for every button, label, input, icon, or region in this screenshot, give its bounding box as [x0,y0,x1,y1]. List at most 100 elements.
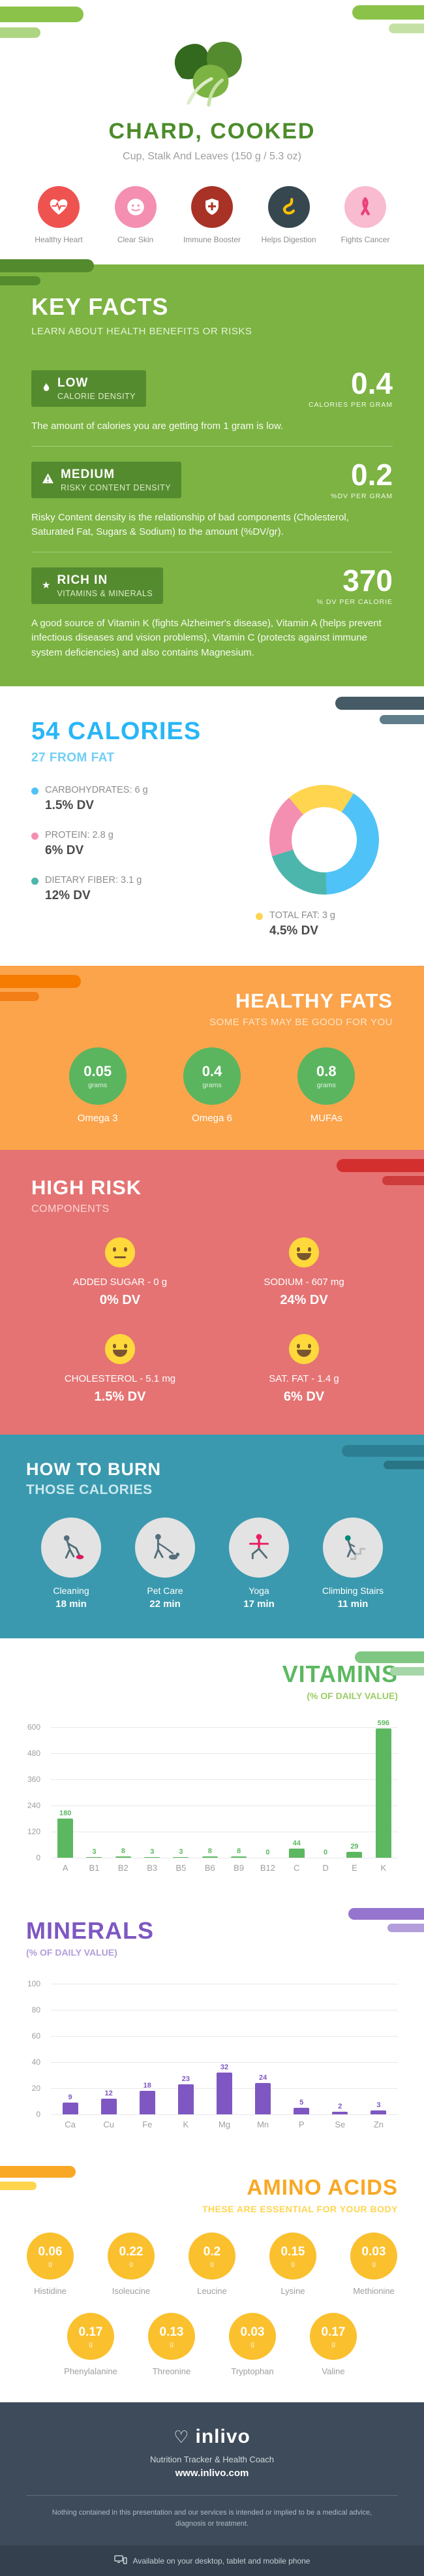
bar-K: 23 [166,2075,205,2115]
amino-grams: 0.03 [361,2244,386,2259]
amino-label: Lysine [280,2286,305,2297]
decorative-blob [0,259,94,273]
calories-title: 54 CALORIES [31,718,202,746]
risk-label: SODIUM - 607 mg [264,1277,344,1288]
bar [86,1857,102,1858]
x-tick-label: B2 [117,1863,129,1873]
activity-item: Pet Care 22 min [120,1518,210,1610]
legend-label: TOTAL FAT: 3 g [269,910,335,921]
bar [255,2083,271,2115]
fat-grams: 0.05 [83,1063,112,1080]
calories-section: 54 CALORIES 27 FROM FAT CARBOHYDRATES: 6… [0,686,424,966]
emoji-face-icon [289,1334,319,1365]
shield-icon [191,186,233,228]
fact-level: LOW [57,376,89,390]
amino-acids-title: AMINO ACIDS [247,2175,398,2200]
amino-value-circle: 0.2 g [189,2233,235,2280]
emoji-face-icon [105,1334,135,1365]
amino-grams: 0.06 [38,2244,63,2259]
x-tick-label: Zn [373,2120,384,2130]
gridline [51,1727,398,1728]
x-tick-label: B5 [175,1863,187,1873]
bar-value-label: 3 [376,2101,381,2110]
availability-bar: Available on your desktop, tablet and mo… [0,2545,424,2576]
activity-label: Cleaning [53,1585,89,1597]
bar-value-label: 2 [338,2103,342,2111]
bar-B9: 8 [224,1847,253,1858]
amino-acid-item: 0.15 g Lysine [252,2233,333,2296]
gridline [51,1779,398,1781]
bar-value-label: 5 [299,2099,304,2107]
y-tick-label: 100 [27,1979,40,1989]
amino-acids-grid: 0.06 g Histidine 0.22 g Isoleucine 0.2 g Leucine… [0,2233,424,2376]
amino-label: Phenylalanine [64,2366,117,2377]
bar [346,1851,363,1858]
legend-dot [31,787,38,795]
key-fact: LOW CALORIE DENSITY 0.4 CALORIES PER GRAM Th… [31,355,393,447]
page-title: CHARD, COOKED [108,119,316,144]
calories-subtitle: 27 FROM FAT [31,751,115,765]
decorative-blob [0,2166,76,2178]
amino-value-circle: 0.06 g [27,2233,74,2280]
decorative-blob [0,2182,37,2191]
y-tick-label: 600 [27,1723,40,1732]
emoji-face-icon [289,1237,319,1268]
amino-label: Tryptophan [231,2366,274,2377]
legend-dv: 12% DV [45,889,91,903]
key-facts-section: KEY FACTS LEARN ABOUT HEALTH BENEFITS OR… [0,259,424,687]
fact-unit: %DV PER GRAM [331,492,393,500]
ribbon-icon [344,186,386,228]
climbing-stairs-icon [323,1518,383,1578]
vitamins-title: VITAMINS [282,1661,398,1688]
bar [231,1856,247,1858]
fat-value-circle: 0.8 grams [297,1047,356,1105]
bar-value-label: 0 [265,1849,270,1857]
fact-description: Risky Content density is the relationshi… [31,511,349,538]
bar-value-label: 9 [68,2093,72,2102]
high-risk-grid: ADDED SUGAR - 0 g 0% DV SODIUM - 607 mg 24%… [31,1237,393,1405]
fat-label: Omega 6 [192,1113,232,1124]
benefit-label: Clear Skin [117,235,154,244]
y-tick-label: 40 [31,2058,40,2067]
high-risk-section: HIGH RISK COMPONENTS ADDED SUGAR - 0 g 0%… [0,1150,424,1435]
bar-value-label: 8 [121,1847,125,1855]
bar-value-label: 18 [143,2082,151,2090]
risk-item: SODIUM - 607 mg 24% DV [215,1237,393,1308]
legend-item: CARBOHYDRATES: 6 g 1.5% DV [31,785,249,813]
amino-value-circle: 0.03 g [229,2313,276,2361]
bar-value-label: 24 [258,2074,267,2082]
fat-grams: 0.4 [202,1063,222,1080]
decorative-blob [342,1445,424,1457]
bar-B5: 3 [166,1848,195,1858]
bar [371,2110,387,2115]
amino-unit: g [331,2340,335,2348]
emoji-face-icon [105,1237,135,1268]
bar [177,2084,194,2115]
fact-name: CALORIE DENSITY [57,392,136,402]
amino-label: Histidine [34,2286,67,2297]
bar-P: 5 [282,2099,321,2115]
fact-badge: ★ RICH IN VITAMINS & MINERALS [31,567,164,604]
bar [294,2108,310,2115]
heart-pulse-icon [38,186,80,228]
key-facts-list: LOW CALORIE DENSITY 0.4 CALORIES PER GRAM Th… [31,355,393,660]
risk-dv: 1.5% DV [94,1390,146,1405]
bar-value-label: 44 [292,1839,301,1847]
yoga-icon [229,1518,289,1578]
amino-value-circle: 0.22 g [108,2233,155,2280]
healthy-fat-item: 0.4 grams Omega 6 [183,1047,241,1124]
legend-dv: 1.5% DV [45,799,94,813]
bars: 9 12 18 23 32 24 5 2 3 [51,1984,398,2115]
amino-unit: g [372,2259,376,2268]
high-risk-title: HIGH RISK [31,1176,142,1200]
amino-acid-item: 0.03 g Tryptophan [212,2313,293,2376]
fact-description: The amount of calories you are getting f… [31,421,284,432]
website-link[interactable]: www.inlivo.com [175,2468,249,2479]
bar-B1: 3 [80,1848,108,1858]
benefit-item: Fights Cancer [330,186,401,245]
bar-Cu: 12 [89,2090,128,2115]
amino-label: Leucine [197,2286,227,2297]
decorative-blob [0,992,39,1002]
face-icon [114,186,157,228]
fat-value-circle: 0.05 grams [68,1047,127,1105]
